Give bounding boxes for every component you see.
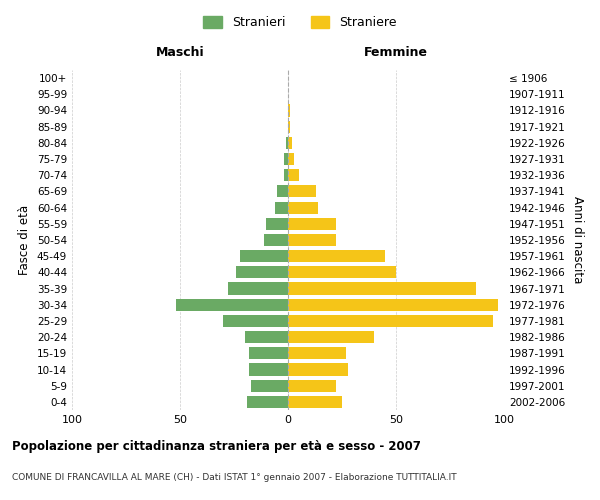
Bar (284, 169, 288, 181)
Bar (288, 380, 335, 392)
Bar (284, 153, 288, 165)
Bar (288, 364, 349, 376)
Bar (288, 348, 346, 360)
Bar (288, 202, 318, 213)
Text: Popolazione per cittadinanza straniera per età e sesso - 2007: Popolazione per cittadinanza straniera p… (12, 440, 421, 453)
Bar (223, 315, 288, 327)
Y-axis label: Fasce di età: Fasce di età (19, 205, 31, 275)
Bar (247, 396, 288, 408)
Bar (288, 137, 292, 149)
Bar (288, 104, 290, 117)
Bar (288, 266, 396, 278)
Bar (236, 266, 288, 278)
Bar (176, 298, 288, 311)
Bar (277, 186, 288, 198)
Text: COMUNE DI FRANCAVILLA AL MARE (CH) - Dati ISTAT 1° gennaio 2007 - Elaborazione T: COMUNE DI FRANCAVILLA AL MARE (CH) - Dat… (12, 473, 457, 482)
Bar (288, 298, 497, 311)
Bar (288, 315, 493, 327)
Y-axis label: Anni di nascita: Anni di nascita (571, 196, 584, 284)
Bar (288, 153, 295, 165)
Legend: Stranieri, Straniere: Stranieri, Straniere (203, 16, 397, 29)
Bar (288, 282, 476, 294)
Text: Femmine: Femmine (364, 46, 428, 59)
Bar (266, 218, 288, 230)
Bar (227, 282, 288, 294)
Bar (288, 250, 385, 262)
Bar (251, 380, 288, 392)
Bar (264, 234, 288, 246)
Bar (275, 202, 288, 213)
Bar (288, 396, 342, 408)
Bar (288, 234, 335, 246)
Bar (245, 331, 288, 343)
Bar (286, 137, 288, 149)
Bar (288, 186, 316, 198)
Bar (249, 364, 288, 376)
Bar (241, 250, 288, 262)
Bar (288, 331, 374, 343)
Bar (288, 120, 290, 132)
Bar (249, 348, 288, 360)
Text: Maschi: Maschi (155, 46, 205, 59)
Bar (288, 169, 299, 181)
Bar (288, 218, 335, 230)
